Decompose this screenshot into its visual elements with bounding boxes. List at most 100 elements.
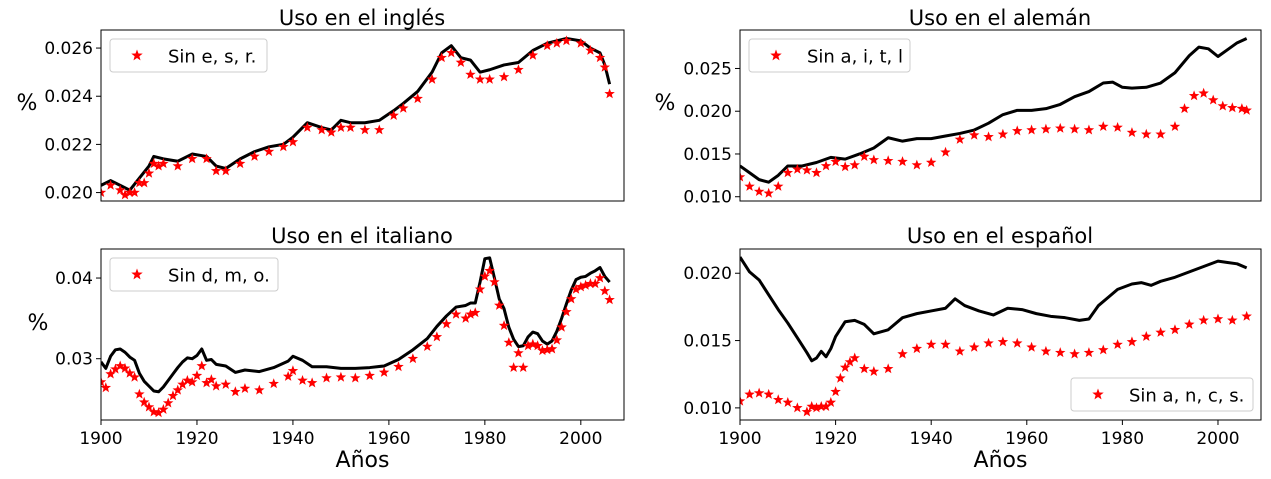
- plot-area: [740, 37, 1252, 198]
- data-point-star: [234, 158, 246, 169]
- data-point-star: [1207, 94, 1219, 105]
- data-point-star: [172, 384, 183, 395]
- data-point-star: [441, 318, 452, 329]
- legend-label: Sin a, i, t, l: [807, 47, 903, 68]
- x-tick-label: 1940: [910, 429, 953, 449]
- data-point-star: [527, 338, 539, 349]
- data-point-star: [302, 122, 313, 132]
- data-point-star: [1155, 326, 1166, 337]
- data-point-star: [849, 159, 860, 170]
- data-point-star: [474, 73, 486, 84]
- data-point-star: [316, 124, 327, 135]
- data-point-star: [1012, 337, 1023, 348]
- data-point-star: [740, 171, 746, 182]
- y-tick-label: 0.015: [683, 332, 732, 352]
- y-tick-label: 0.020: [683, 102, 732, 122]
- data-point-star: [503, 337, 515, 348]
- data-point-star: [575, 37, 587, 48]
- data-point-star: [868, 366, 880, 376]
- data-point-star: [1026, 341, 1037, 352]
- data-point-star: [940, 146, 951, 157]
- data-point-star: [589, 278, 601, 289]
- data-point-star: [551, 334, 563, 345]
- data-point-star: [335, 371, 347, 382]
- data-point-star: [489, 276, 500, 287]
- data-point-star: [839, 161, 851, 172]
- data-point-star: [844, 356, 856, 367]
- data-point-star: [378, 366, 390, 377]
- data-point-star: [1212, 313, 1224, 324]
- data-point-star: [825, 397, 837, 407]
- data-point-star: [522, 340, 534, 351]
- data-point-star: [287, 365, 299, 376]
- data-point-star: [513, 347, 524, 358]
- data-point-star: [1241, 310, 1252, 321]
- data-point-star: [474, 283, 486, 294]
- y-tick-label: 0.024: [44, 87, 93, 107]
- plot-area: [740, 256, 1252, 417]
- plot-frame: [739, 248, 1262, 421]
- data-point-star: [177, 379, 188, 389]
- data-point-star: [110, 363, 121, 374]
- plot-frame: [100, 248, 625, 421]
- data-point-star: [138, 177, 150, 188]
- y-tick-label: 0.026: [44, 39, 93, 59]
- data-point-star: [1055, 347, 1066, 358]
- subplot-title: Uso en el italiano: [271, 224, 453, 248]
- data-point-star: [911, 159, 923, 170]
- data-point-star: [254, 384, 265, 395]
- data-point-star: [835, 372, 846, 383]
- data-point-star: [101, 382, 112, 393]
- y-axis-label: %: [28, 311, 49, 336]
- data-point-star: [782, 167, 794, 178]
- x-tick-label: 1980: [1101, 429, 1144, 449]
- data-point-star: [868, 154, 880, 165]
- data-point-star: [820, 160, 832, 171]
- series-line: [101, 256, 611, 394]
- series-line: [740, 37, 1248, 184]
- legend-box: [109, 38, 268, 73]
- data-point-star: [398, 102, 409, 113]
- plot-area: [101, 256, 615, 418]
- data-point-star: [172, 160, 183, 171]
- data-point-star: [119, 189, 131, 200]
- legend-box: [1070, 377, 1254, 412]
- data-point-star: [556, 321, 567, 332]
- subplot-1: Uso en el inglés% 0.020 0.022 0.024 0.026 Sin…: [17, 6, 625, 204]
- data-point-star: [105, 179, 116, 190]
- data-point-star: [422, 341, 433, 352]
- data-point-star: [1198, 87, 1209, 98]
- x-tick-label: 1940: [271, 429, 314, 449]
- data-point-star: [580, 279, 591, 290]
- data-point-star: [158, 158, 169, 169]
- data-point-star: [1098, 121, 1109, 132]
- legend-box: [109, 257, 279, 292]
- data-point-star: [801, 164, 813, 175]
- data-point-star: [820, 401, 832, 411]
- data-point-star: [542, 344, 553, 355]
- data-point-star: [1155, 128, 1166, 139]
- data-point-star: [1179, 103, 1190, 114]
- data-point-star: [782, 397, 794, 407]
- data-point-star: [585, 44, 596, 55]
- series-line: [101, 36, 612, 192]
- data-point-star: [1083, 124, 1095, 135]
- data-point-star: [138, 396, 150, 407]
- data-point-star: [388, 110, 399, 120]
- legend-box: [748, 38, 911, 73]
- data-point-star: [436, 52, 447, 63]
- y-tick-label: 0.025: [683, 59, 732, 79]
- data-point-star: [484, 265, 495, 276]
- data-point-star: [105, 368, 116, 379]
- data-point-star: [124, 367, 136, 378]
- data-point-star: [599, 61, 611, 72]
- data-point-star: [282, 370, 294, 381]
- data-point-star: [153, 160, 164, 171]
- data-point-star: [744, 388, 755, 399]
- data-point-star: [546, 343, 558, 354]
- x-tick-label: 1900: [718, 429, 761, 449]
- data-point-star: [239, 383, 251, 393]
- data-point-star: [321, 372, 332, 383]
- data-point-star: [773, 394, 784, 405]
- data-point-star: [1126, 127, 1138, 138]
